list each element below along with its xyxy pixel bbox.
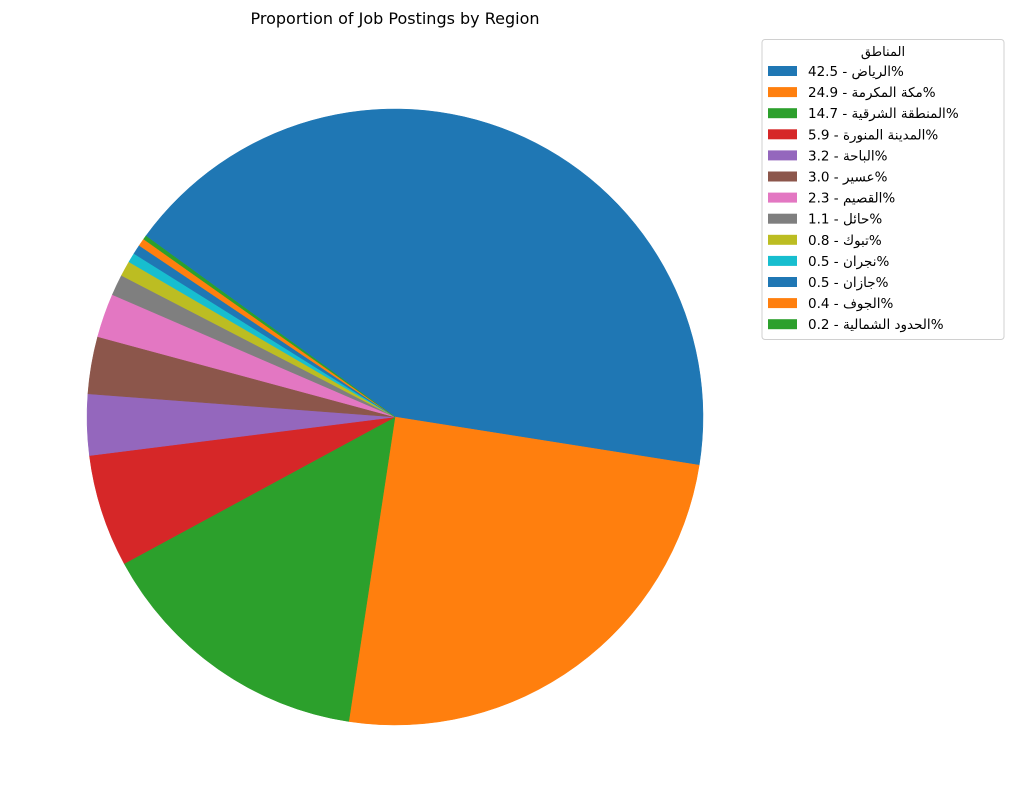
pie-slices xyxy=(86,108,704,726)
pie-slice-2 xyxy=(348,416,700,726)
legend-swatch-5 xyxy=(768,150,797,161)
legend-swatch-13 xyxy=(768,319,797,330)
legend-frame xyxy=(761,39,1005,340)
legend-label-2: مكة المكرمة - 24.9% xyxy=(808,85,936,101)
chart-title: Proportion of Job Postings by Region xyxy=(250,9,539,28)
legend-label-11: جازان - 0.5% xyxy=(808,275,889,291)
legend-swatch-10 xyxy=(768,255,797,266)
legend-swatch-1 xyxy=(768,66,797,76)
legend-label-1: الرياض - 42.5% xyxy=(808,64,904,80)
pie-slice-3 xyxy=(123,416,396,722)
legend-label-12: الجوف - 0.4% xyxy=(808,296,894,312)
pie-slice-13 xyxy=(143,235,396,418)
legend-items: الرياض - 42.5% مكة المكرمة - 24.9% المنطقة… xyxy=(768,64,959,333)
legend-swatch-3 xyxy=(768,108,797,119)
legend-swatch-2 xyxy=(768,87,797,98)
legend-swatch-6 xyxy=(768,171,797,182)
legend-label-10: نجران - 0.5% xyxy=(808,254,890,270)
legend-label-7: القصيم - 2.3% xyxy=(808,191,895,207)
legend-label-13: الحدود الشمالية - 0.2% xyxy=(808,317,944,333)
legend-swatch-7 xyxy=(768,192,797,203)
legend-label-9: تبوك - 0.8% xyxy=(808,233,882,249)
legend-label-8: حائل - 1.1% xyxy=(808,212,882,228)
legend: المناطق الرياض - 42.5% مكة المكرمة - 24.9… xyxy=(761,39,1005,340)
legend-label-3: المنطقة الشرقية - 14.7% xyxy=(808,106,959,122)
legend-swatch-4 xyxy=(768,129,797,140)
legend-label-4: المدينة المنورة - 5.9% xyxy=(808,127,938,143)
legend-label-5: الباحة - 3.2% xyxy=(808,148,888,164)
legend-swatch-8 xyxy=(768,213,797,224)
pie-slice-1 xyxy=(145,108,704,466)
legend-swatch-9 xyxy=(768,234,797,245)
legend-label-6: عسير - 3.0% xyxy=(808,170,888,186)
legend-swatch-11 xyxy=(768,277,797,287)
legend-swatch-12 xyxy=(768,298,797,309)
legend-title: المناطق xyxy=(861,45,905,60)
